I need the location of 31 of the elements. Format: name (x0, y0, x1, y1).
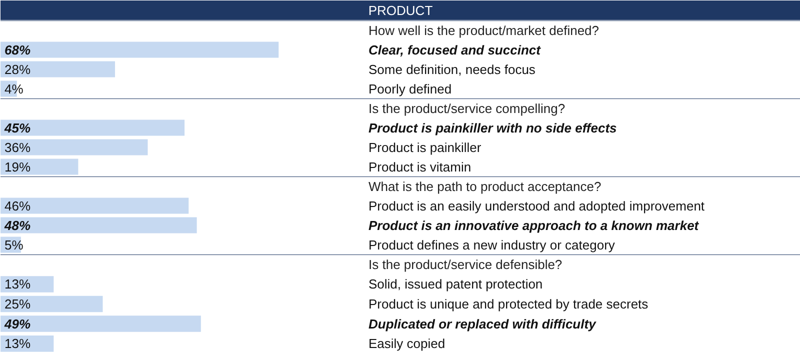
y-tick-label: Product defines a new industry or category (368, 237, 616, 252)
data-label: 13% (4, 336, 31, 352)
y-tick-label: Product is painkiller (368, 140, 482, 155)
y-tick-label: Some definition, needs focus (368, 62, 536, 77)
y-tick-label: Easily copied (368, 336, 446, 352)
text: What is the path to product acceptance? (368, 178, 602, 194)
y-tick-label: Product is an innovative approach to a known market (368, 218, 700, 233)
text: Is the product/service defensible? (368, 256, 562, 272)
text: Is the product/service compelling? (368, 100, 566, 116)
text: How well is the product/market defined? (368, 22, 600, 38)
data-label: 49% (4, 316, 31, 332)
data-label: 68% (4, 42, 31, 58)
y-tick-label: Product is painkiller with no side effects (368, 120, 617, 136)
y-tick-label: Clear, focused and succinct (368, 42, 542, 58)
y-tick-label: Product is an easily understood and adopted improvement (368, 198, 705, 214)
data-label: 28% (4, 62, 31, 77)
data-label: 46% (4, 198, 31, 214)
text: PRODUCT (368, 3, 433, 18)
data-label: 48% (4, 218, 31, 233)
y-tick-label: Product is unique and protected by trade secrets (368, 296, 649, 312)
y-tick-label: Product is vitamin (368, 159, 472, 174)
data-label: 45% (4, 120, 31, 136)
y-tick-label: Poorly defined (368, 81, 452, 96)
data-label: 13% (4, 276, 31, 292)
data-label: 25% (4, 296, 31, 312)
data-label: 19% (4, 159, 31, 174)
data-label: 4% (4, 81, 24, 96)
y-tick-label: Solid, issued patent protection (368, 276, 543, 292)
data-label: 36% (4, 140, 31, 155)
data-label: 5% (4, 237, 24, 252)
y-tick-label: Duplicated or replaced with difficulty (368, 316, 597, 332)
